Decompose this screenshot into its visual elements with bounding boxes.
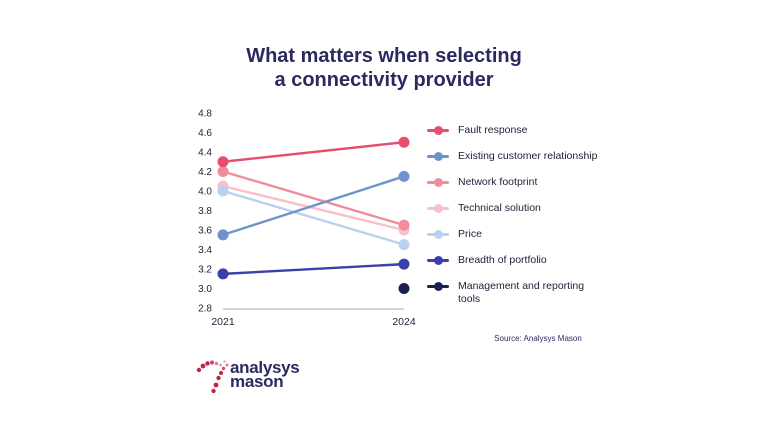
- series-line: [222, 189, 405, 246]
- chart-title-line2: a connectivity provider: [274, 69, 494, 92]
- data-point: [398, 258, 410, 270]
- legend-label: Fault response: [458, 124, 528, 136]
- y-tick-label: 4.0: [198, 187, 212, 198]
- legend-item-price: Price: [427, 228, 597, 241]
- y-tick-label: 3.8: [198, 206, 212, 217]
- legend-label: Network footprint: [458, 176, 538, 188]
- series-line: [222, 184, 405, 232]
- legend-item-fault-response: Fault response: [427, 124, 597, 137]
- legend-label: Breadth of portfolio: [458, 254, 547, 266]
- legend-item-network-footprint: Network footprint: [427, 176, 597, 189]
- y-tick-label: 4.4: [198, 148, 212, 159]
- legend-marker-icon: [427, 178, 449, 187]
- legend-label: Price: [458, 228, 482, 240]
- y-tick-label: 3.4: [198, 245, 212, 256]
- series-line: [222, 175, 405, 237]
- series-line: [222, 262, 405, 276]
- data-point: [398, 136, 410, 148]
- logo-text: analysys mason: [230, 358, 300, 391]
- y-tick-label: 3.6: [198, 226, 212, 237]
- legend-label: Management and reporting tools: [458, 280, 585, 305]
- data-point: [217, 166, 229, 177]
- analysys-mason-logo: analysys mason: [194, 355, 324, 403]
- legend-marker-icon: [427, 282, 449, 291]
- legend-marker-icon: [427, 204, 449, 213]
- data-point: [398, 239, 410, 251]
- legend-label: Technical solution: [458, 202, 541, 214]
- legend-marker-icon: [427, 230, 449, 239]
- logo-text-line2: mason: [230, 372, 284, 391]
- legend: Fault response Existing customer relatio…: [427, 124, 597, 319]
- source-note: Source: Analysys Mason: [494, 334, 582, 343]
- data-point: [217, 156, 229, 168]
- series-line: [222, 170, 405, 227]
- data-point: [398, 170, 410, 182]
- legend-item-existing-customer-relationship: Existing customer relationship: [427, 150, 597, 163]
- legend-label: Existing customer relationship: [458, 150, 598, 162]
- y-tick-label: 4.6: [198, 128, 212, 139]
- y-tick-label: 4.8: [198, 109, 212, 120]
- series-line: [222, 141, 405, 163]
- chart-title-line1: What matters when selecting: [246, 45, 522, 67]
- legend-item-technical-solution: Technical solution: [427, 202, 597, 215]
- data-point: [217, 268, 229, 280]
- analysys-mason-logo-mark: [196, 360, 229, 394]
- data-point: [398, 283, 410, 294]
- logo-text-line1: analysys: [230, 358, 300, 377]
- data-point: [217, 229, 229, 241]
- legend-marker-icon: [427, 126, 449, 135]
- legend-marker-icon: [427, 152, 449, 161]
- y-tick-label: 3.2: [198, 265, 212, 276]
- legend-item-management-and-reporting-tools: Management and reporting tools: [427, 280, 597, 306]
- y-tick-label: 2.8: [198, 304, 212, 315]
- y-tick-label: 4.2: [198, 167, 212, 178]
- x-tick-label: 2024: [392, 316, 416, 328]
- data-point: [217, 185, 229, 197]
- x-tick-label: 2021: [211, 316, 235, 328]
- data-point: [398, 219, 410, 231]
- legend-item-breadth-of-portfolio: Breadth of portfolio: [427, 254, 597, 267]
- legend-marker-icon: [427, 256, 449, 265]
- y-tick-label: 3.0: [198, 284, 212, 295]
- chart-title: What matters when selecting a connectivi…: [0, 44, 768, 93]
